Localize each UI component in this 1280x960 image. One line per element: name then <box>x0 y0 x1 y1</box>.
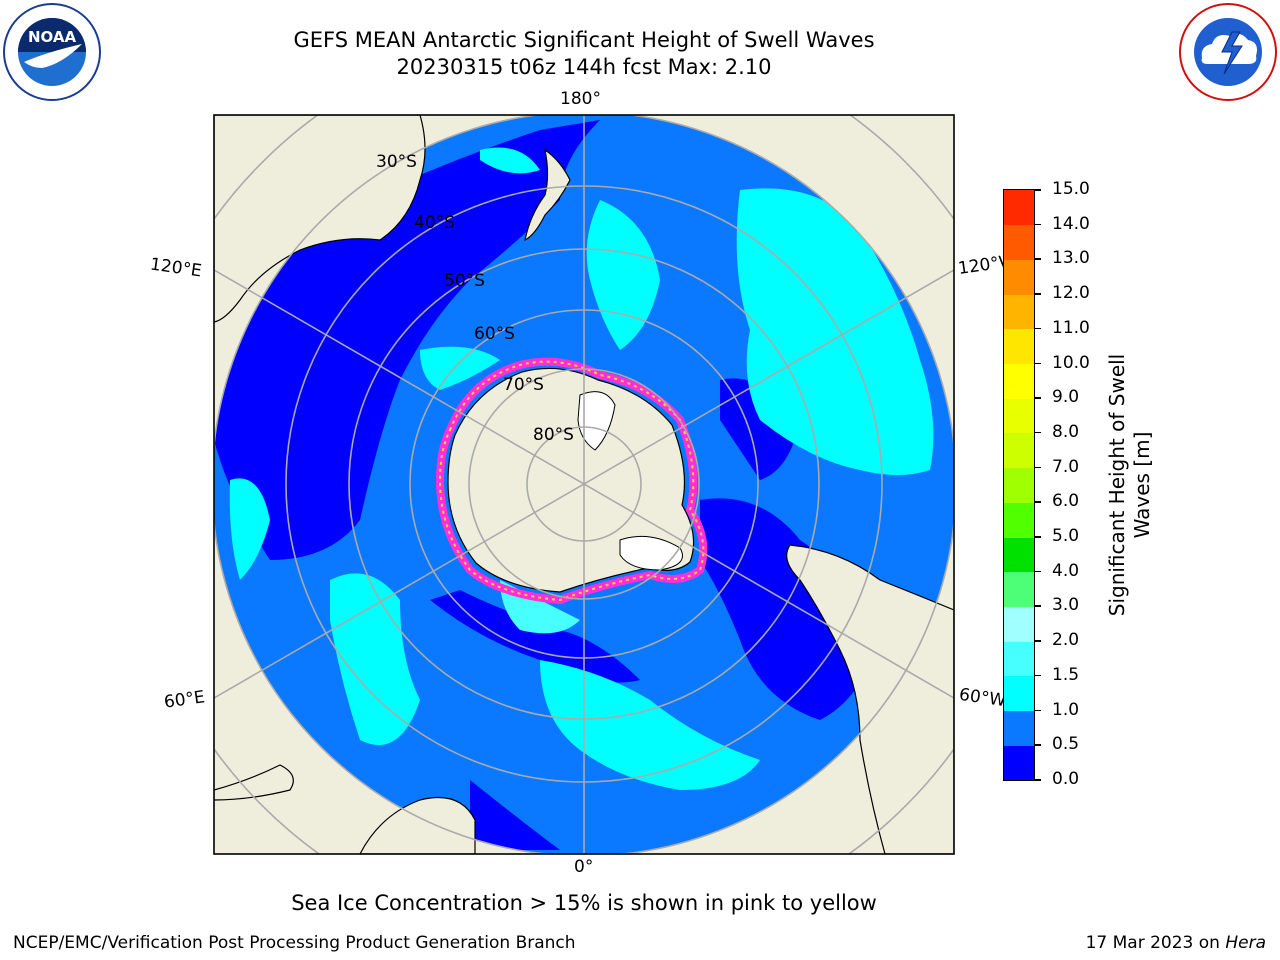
colorbar-segment <box>1004 432 1034 469</box>
land-masses <box>214 115 954 854</box>
map-frame <box>213 114 955 855</box>
colorbar-tick-mark <box>1035 605 1041 607</box>
colorbar-segment <box>1004 190 1034 226</box>
noaa-logo-text: NOAA <box>28 28 77 46</box>
colorbar-tick-mark <box>1035 223 1041 226</box>
colorbar-tick-label: 7.0 <box>1052 456 1080 477</box>
colorbar-title-line2: Waves [m] <box>1130 431 1154 539</box>
colorbar-segment <box>1004 328 1034 365</box>
chart-title-line1: GEFS MEAN Antarctic Significant Height o… <box>293 28 875 52</box>
lat-label-50s: 50°S <box>444 271 485 291</box>
colorbar-title-line1: Significant Height of Swell <box>1105 353 1129 617</box>
colorbar-segment <box>1004 571 1034 607</box>
footer-date-host: 17 Mar 2023 on Hera <box>1086 933 1266 953</box>
colorbar-tick-mark <box>1035 779 1041 781</box>
colorbar-segment <box>1004 745 1034 781</box>
footer-branch: NCEP/EMC/Verification Post Processing Pr… <box>13 933 576 953</box>
colorbar-tick-label: 9.0 <box>1052 387 1080 408</box>
colorbar-segment <box>1004 294 1034 330</box>
colorbar-tick-mark <box>1035 536 1041 538</box>
colorbar-segment <box>1004 710 1034 746</box>
colorbar-tick-mark <box>1035 327 1041 330</box>
lon-label-0: 0° <box>574 857 594 877</box>
lat-label-70s: 70°S <box>503 375 544 395</box>
colorbar-tick-mark <box>1035 466 1041 469</box>
colorbar-tick-mark <box>1035 674 1041 677</box>
colorbar-tick-label: 2.0 <box>1052 630 1080 651</box>
colorbar-segment <box>1004 363 1034 399</box>
colorbar-tick-mark <box>1035 293 1041 295</box>
colorbar-tick-label: 4.0 <box>1052 560 1080 581</box>
antarctica <box>447 367 695 593</box>
graticule <box>214 115 954 854</box>
colorbar-segment <box>1004 675 1034 712</box>
colorbar-tick-label: 1.5 <box>1052 664 1080 685</box>
colorbar-tick-label: 14.0 <box>1052 213 1090 234</box>
chart-title-line2: 20230315 t06z 144h fcst Max: 2.10 <box>396 55 772 79</box>
lat-label-80s: 80°S <box>533 425 574 445</box>
colorbar-segment <box>1004 467 1034 503</box>
colorbar-tick-label: 15.0 <box>1052 179 1090 199</box>
lat-label-30s: 30°S <box>376 152 417 172</box>
colorbar-tick-mark <box>1035 397 1041 399</box>
colorbar-segment <box>1004 606 1034 642</box>
colorbar-tick-mark <box>1035 709 1041 712</box>
noaa-logo: NOAA <box>2 2 102 102</box>
colorbar-tick-mark <box>1035 189 1041 191</box>
colorbar-tick-mark <box>1035 431 1041 434</box>
colorbar-title: Significant Height of Swell Waves [m] <box>1105 354 1155 616</box>
colorbar-tick-mark <box>1035 362 1041 365</box>
lat-label-60s: 60°S <box>474 324 515 344</box>
colorbar-tick-mark <box>1035 640 1041 642</box>
colorbar-tick-label: 10.0 <box>1052 352 1090 373</box>
colorbar <box>1003 189 1035 781</box>
colorbar-segment <box>1004 398 1034 434</box>
sea-ice-caption: Sea Ice Concentration > 15% is shown in … <box>291 891 877 915</box>
colorbar-tick-label: 11.0 <box>1052 317 1090 338</box>
colorbar-segment <box>1004 537 1034 573</box>
colorbar-segment <box>1004 224 1034 260</box>
colorbar-tick-mark <box>1035 744 1041 746</box>
colorbar-tick-label: 13.0 <box>1052 248 1090 269</box>
ross-ice-shelf <box>577 391 616 451</box>
colorbar-tick-label: 0.5 <box>1052 734 1080 755</box>
lat-label-40s: 40°S <box>414 213 455 233</box>
colorbar-tick-mark <box>1035 501 1041 503</box>
colorbar-tick-label: 0.0 <box>1052 769 1080 789</box>
colorbar-segment <box>1004 641 1034 677</box>
colorbar-tick-label: 12.0 <box>1052 283 1090 304</box>
colorbar-tick-label: 8.0 <box>1052 421 1080 442</box>
footer-date: 17 Mar 2023 on <box>1085 933 1220 953</box>
colorbar-tick-label: 1.0 <box>1052 699 1080 720</box>
colorbar-segment <box>1004 502 1034 538</box>
colorbar-tick-mark <box>1035 258 1041 260</box>
colorbar-tick-label: 3.0 <box>1052 595 1080 616</box>
colorbar-tick-label: 5.0 <box>1052 526 1080 547</box>
colorbar-tick-mark <box>1035 570 1041 573</box>
nws-logo <box>1178 2 1278 102</box>
colorbar-tick-label: 6.0 <box>1052 491 1080 512</box>
footer-host: Hera <box>1225 933 1266 953</box>
colorbar-segment <box>1004 259 1034 295</box>
lon-label-180: 180° <box>560 89 601 109</box>
weddell-ice-shelf <box>619 535 683 571</box>
